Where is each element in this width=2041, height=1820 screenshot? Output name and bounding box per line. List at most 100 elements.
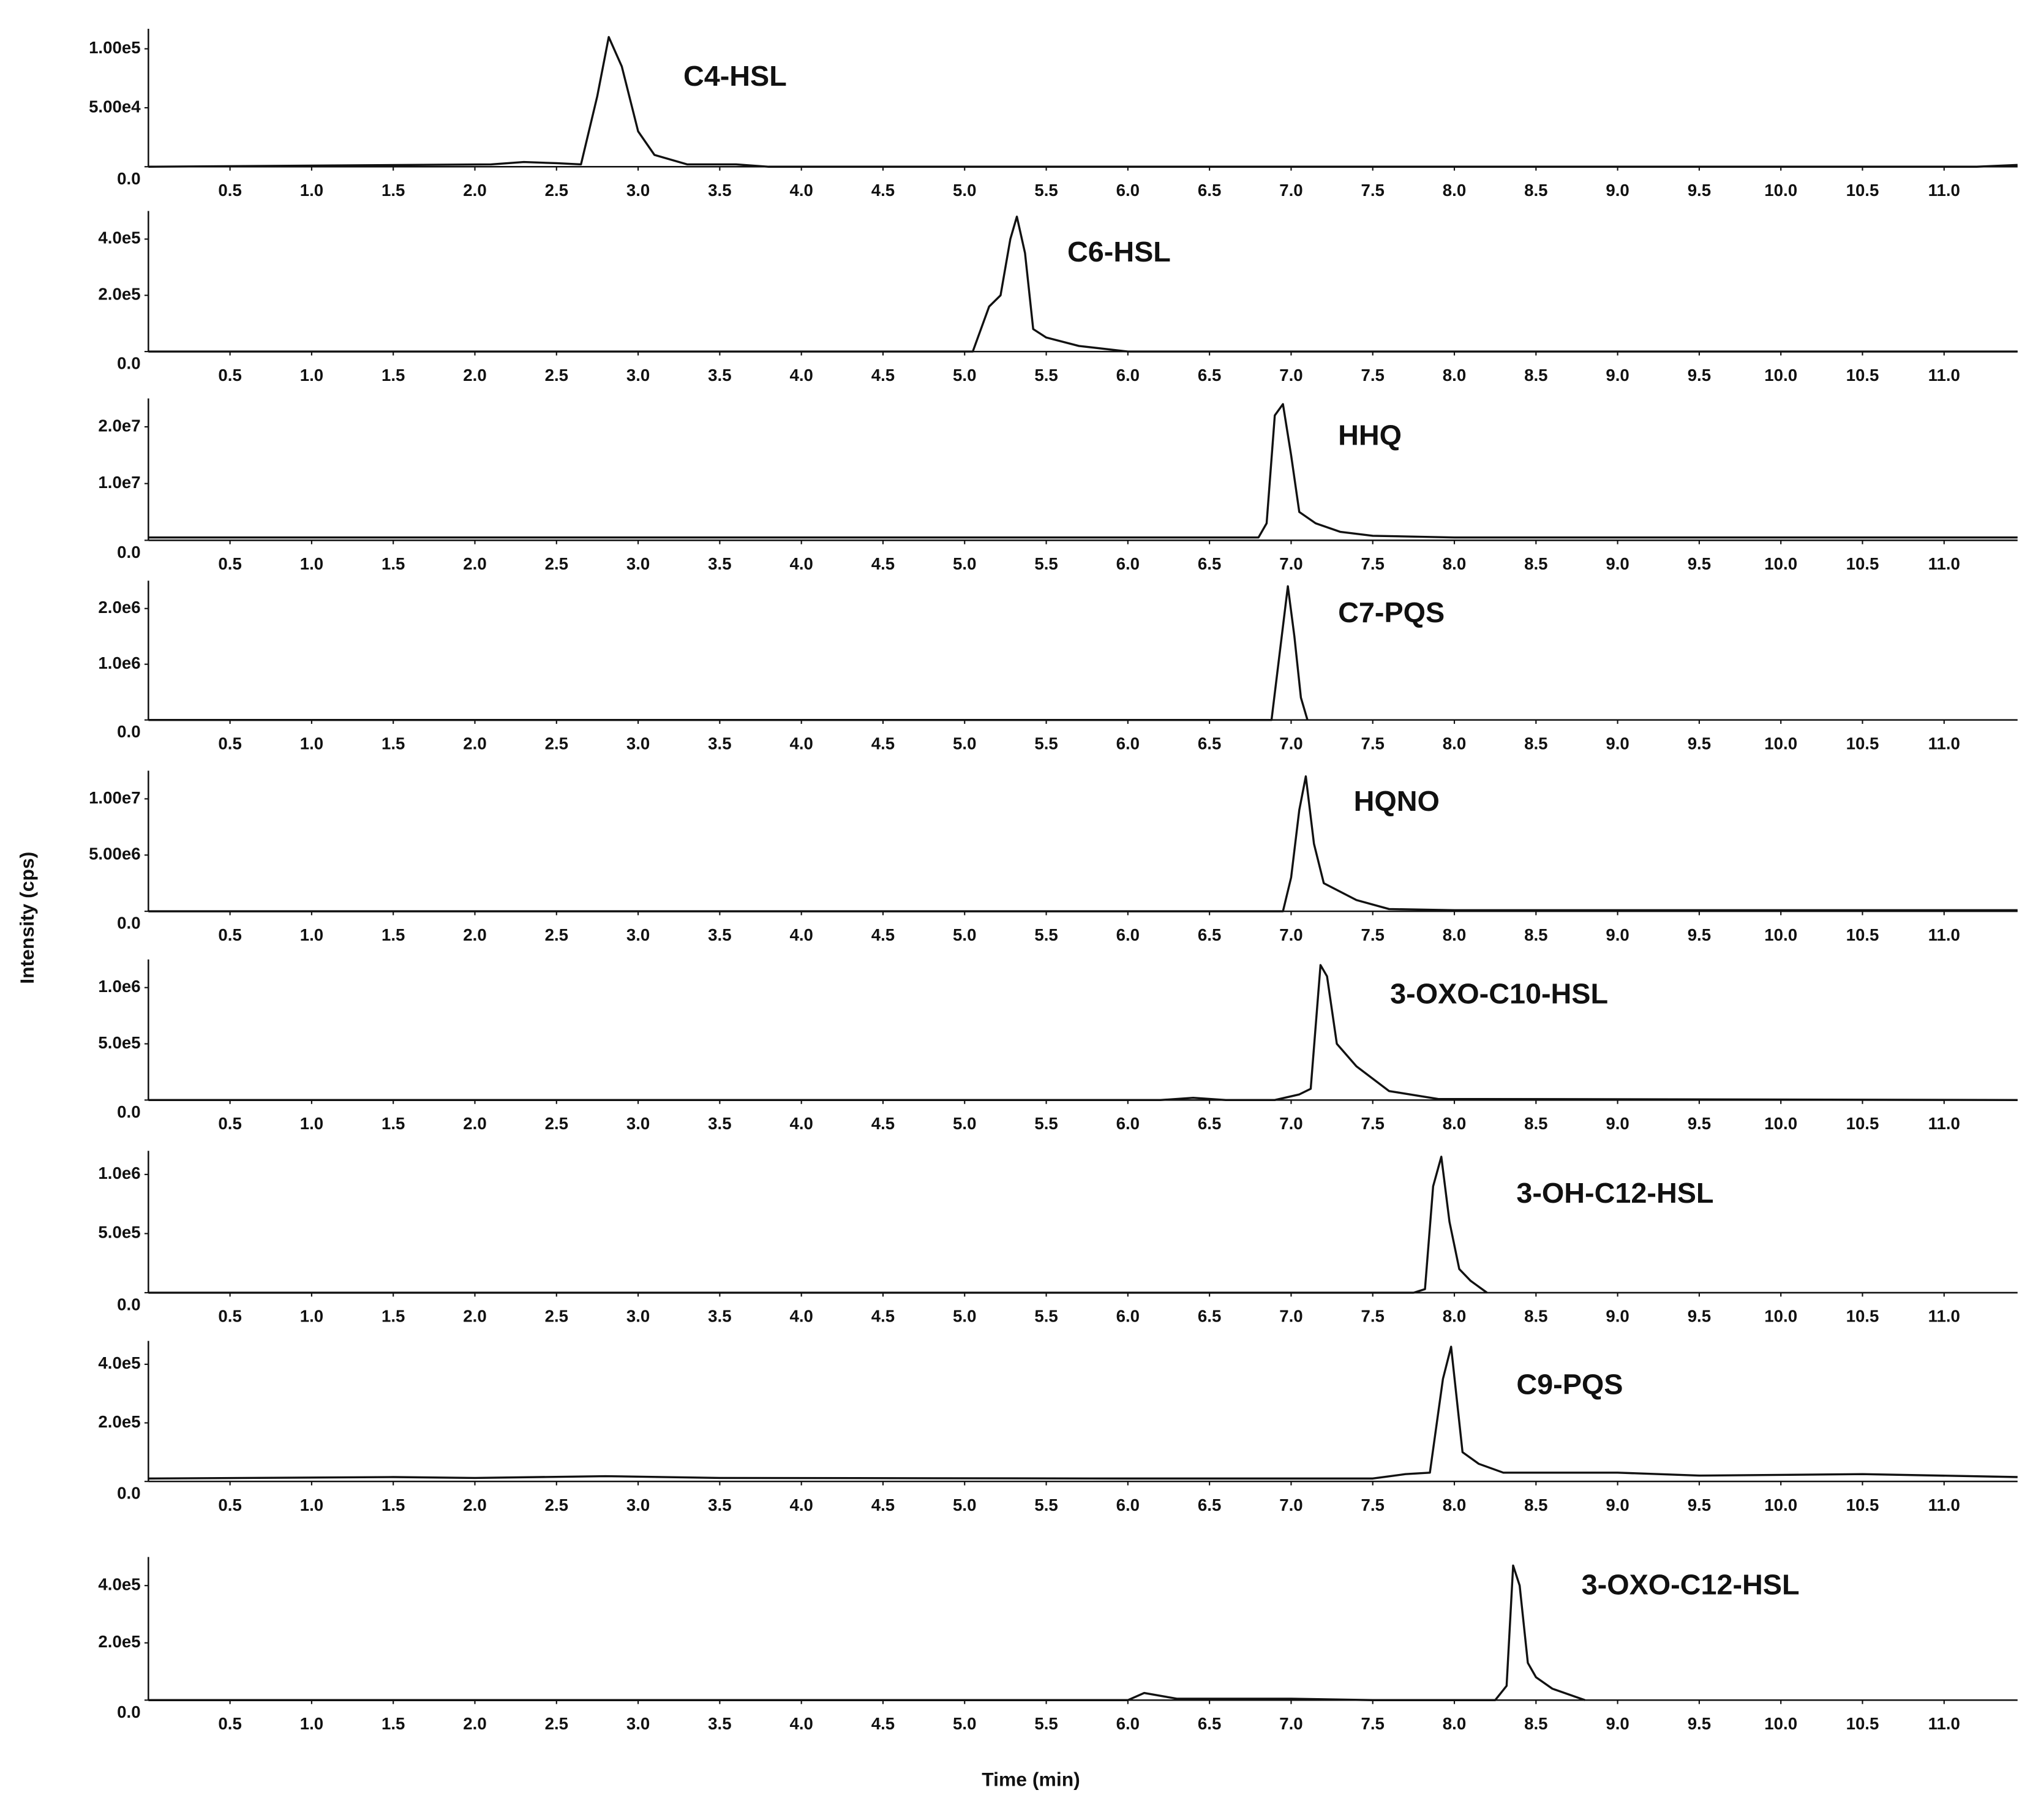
x-tick-label: 1.5: [382, 554, 405, 573]
x-tick-label: 3.0: [626, 1714, 650, 1733]
peak-label: C4-HSL: [683, 60, 787, 92]
x-tick-label: 10.5: [1846, 925, 1879, 944]
x-tick-label: 0.5: [218, 1307, 241, 1326]
x-tick-label: 3.5: [708, 366, 731, 385]
x-tick-label: 6.5: [1198, 554, 1221, 573]
x-tick-label: 1.5: [382, 366, 405, 385]
y-axis-label: Intensity (cps): [16, 852, 38, 984]
x-tick-label: 10.0: [1764, 734, 1797, 753]
x-tick-label: 7.0: [1279, 554, 1302, 573]
x-tick-label: 3.0: [626, 925, 650, 944]
x-tick-label: 0.5: [218, 366, 241, 385]
x-tick-label: 8.5: [1524, 1714, 1547, 1733]
x-tick-label: 2.0: [463, 1495, 486, 1514]
x-tick-label: 11.0: [1928, 925, 1960, 944]
x-tick-label: 6.5: [1198, 181, 1221, 200]
x-tick-label: 3.5: [708, 554, 731, 573]
x-tick-label: 2.5: [545, 734, 568, 753]
x-tick-label: 0.5: [218, 734, 241, 753]
x-tick-label: 3.5: [708, 1307, 731, 1326]
x-tick-label: 0.5: [218, 925, 241, 944]
x-tick-label: 1.0: [300, 1495, 323, 1514]
x-tick-label: 7.5: [1361, 734, 1385, 753]
x-tick-label: 3.0: [626, 1495, 650, 1514]
x-tick-label: 10.5: [1846, 1307, 1879, 1326]
x-tick-label: 9.5: [1688, 1307, 1711, 1326]
x-tick-label: 7.0: [1279, 1495, 1302, 1514]
y-tick-label: 5.00e4: [89, 97, 141, 116]
x-tick-label: 11.0: [1928, 554, 1960, 573]
x-tick-label: 6.0: [1116, 1495, 1140, 1514]
x-tick-label: 0.5: [218, 1114, 241, 1133]
chromatogram-line: [148, 1156, 1488, 1294]
peak-label: C6-HSL: [1067, 236, 1171, 268]
x-tick-label: 4.0: [789, 366, 813, 385]
x-tick-label: 6.0: [1116, 1307, 1140, 1326]
x-tick-label: 10.0: [1764, 1114, 1797, 1133]
x-tick-label: 10.5: [1846, 181, 1879, 200]
y-tick-label: 1.0e7: [98, 473, 140, 492]
x-tick-label: 11.0: [1928, 366, 1960, 385]
x-tick-label: 0.5: [218, 554, 241, 573]
x-tick-label: 8.0: [1443, 181, 1466, 200]
y-tick-label: 5.00e6: [89, 844, 141, 863]
x-tick-label: 4.5: [871, 366, 895, 385]
x-tick-label: 7.5: [1361, 1307, 1385, 1326]
x-tick-label: 5.5: [1034, 1714, 1058, 1733]
x-tick-label: 10.0: [1764, 1307, 1797, 1326]
x-tick-label: 6.0: [1116, 734, 1140, 753]
x-tick-label: 1.5: [382, 1114, 405, 1133]
x-tick-label: 4.0: [789, 1495, 813, 1514]
x-tick-label: 5.0: [953, 1307, 976, 1326]
peak-label: 3-OH-C12-HSL: [1516, 1177, 1713, 1209]
x-tick-label: 8.0: [1443, 925, 1466, 944]
y-tick-label: 0.0: [117, 1484, 140, 1503]
y-tick-label: 2.0e6: [98, 598, 140, 617]
x-tick-label: 3.5: [708, 925, 731, 944]
peak-label: HQNO: [1354, 785, 1440, 817]
x-tick-label: 1.0: [300, 366, 323, 385]
y-tick-label: 4.0e5: [98, 228, 140, 247]
x-tick-label: 6.0: [1116, 1114, 1140, 1133]
x-tick-label: 6.5: [1198, 366, 1221, 385]
x-tick-label: 7.0: [1279, 925, 1302, 944]
x-tick-label: 6.0: [1116, 366, 1140, 385]
x-tick-label: 7.0: [1279, 1307, 1302, 1326]
x-tick-label: 3.5: [708, 1495, 731, 1514]
chromatogram-line: [148, 1345, 2018, 1480]
x-tick-label: 1.5: [382, 734, 405, 753]
y-tick-label: 1.00e5: [89, 38, 141, 57]
x-tick-label: 11.0: [1928, 1495, 1960, 1514]
x-tick-label: 1.5: [382, 1714, 405, 1733]
x-tick-label: 9.5: [1688, 1495, 1711, 1514]
x-tick-label: 7.5: [1361, 1114, 1385, 1133]
x-tick-label: 2.0: [463, 925, 486, 944]
chromatogram-line: [148, 775, 2018, 912]
x-tick-label: 5.5: [1034, 1114, 1058, 1133]
x-tick-label: 8.0: [1443, 1495, 1466, 1514]
chromatogram-line: [148, 216, 2018, 353]
x-tick-label: 8.0: [1443, 734, 1466, 753]
x-tick-label: 10.5: [1846, 1114, 1879, 1133]
x-tick-label: 10.0: [1764, 366, 1797, 385]
x-tick-label: 9.0: [1606, 366, 1629, 385]
x-tick-label: 1.5: [382, 181, 405, 200]
x-tick-label: 2.5: [545, 1714, 568, 1733]
x-tick-label: 11.0: [1928, 1114, 1960, 1133]
x-tick-label: 9.5: [1688, 734, 1711, 753]
x-tick-label: 6.5: [1198, 1495, 1221, 1514]
x-tick-label: 8.0: [1443, 1114, 1466, 1133]
y-tick-label: 1.0e6: [98, 977, 140, 996]
x-tick-label: 4.5: [871, 1307, 895, 1326]
x-tick-label: 8.5: [1524, 1307, 1547, 1326]
y-tick-label: 0.0: [117, 169, 140, 188]
x-tick-label: 11.0: [1928, 181, 1960, 200]
x-tick-label: 7.0: [1279, 1114, 1302, 1133]
y-tick-label: 2.0e5: [98, 285, 140, 304]
x-tick-label: 5.0: [953, 1714, 976, 1733]
x-tick-label: 3.5: [708, 734, 731, 753]
peak-label: C9-PQS: [1516, 1368, 1623, 1400]
x-tick-label: 3.0: [626, 1114, 650, 1133]
x-tick-label: 6.0: [1116, 181, 1140, 200]
